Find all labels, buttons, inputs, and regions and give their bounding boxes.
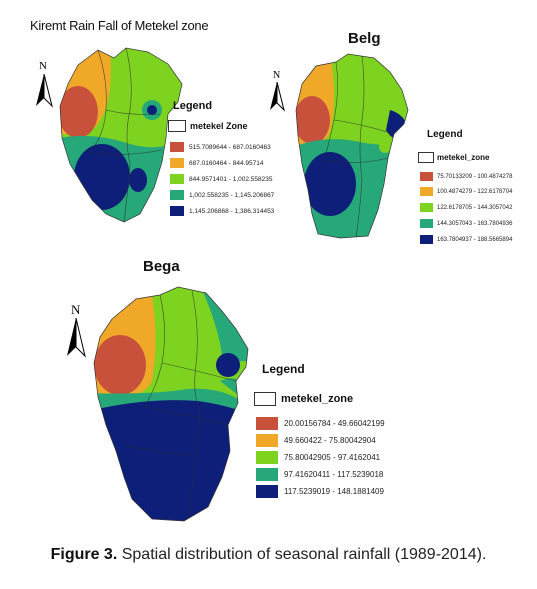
kiremt-north-label: N [39,60,47,72]
kiremt-legend-item: 844.9571401 - 1,002.558235 [170,174,273,184]
bega-map-title: Bega [143,258,180,275]
bega-legend-item: 20.00156784 - 49.66042199 [256,417,385,430]
belg-legend-item: 122.6178705 - 144.3057042 [420,203,512,212]
bega-north-label: N [71,302,81,317]
kiremt-map-title: Kiremt Rain Fall of Metekel zone [30,18,209,33]
bega-legend-item: 75.80042905 - 97.4162041 [256,451,380,464]
figure-caption-text: Spatial distribution of seasonal rainfal… [117,546,487,563]
kiremt-map [59,47,183,223]
figure-caption-label: Figure 3. [50,546,118,563]
bega-zone-label: metekel_zone [281,393,354,405]
kiremt-legend-item: 1,145.206868 - 1,386.314453 [170,206,274,216]
bega-legend-item: 49.660422 - 75.80042904 [256,434,376,447]
bega-north-arrow: N [66,302,86,358]
belg-legend-item: 144.3057043 - 163.7804936 [420,219,512,228]
belg-legend-item: 163.7804937 - 188.5665894 [420,235,512,244]
north-arrow-icon [36,74,53,108]
north-arrow-icon [67,318,86,358]
kiremt-legend-item: 1,002.558235 - 1,145.206867 [170,190,274,200]
bega-legend-item: 117.5239019 - 148.1881409 [256,485,384,498]
belg-north-label: N [273,70,281,81]
kiremt-zone-label: metekel Zone [190,121,248,131]
belg-legend-item: 100.4874279 - 122.6178704 [420,187,512,196]
kiremt-north-arrow: N [35,60,53,108]
bega-legend-item: 97.41620411 - 117.5239018 [256,468,383,481]
bega-legend-zone: metekel_zone [254,392,353,406]
belg-legend-zone: metekel_zone [418,152,489,163]
kiremt-legend-item: 515.7089644 - 687.0160463 [170,142,271,152]
bega-legend-title: Legend [262,362,305,376]
belg-map [295,53,409,239]
kiremt-legend-item: 687.0160464 - 844.95714 [170,158,263,168]
belg-legend-title: Legend [427,129,463,140]
figure-caption: Figure 3. Spatial distribution of season… [0,546,537,564]
north-arrow-icon [270,82,285,112]
belg-legend-item: 75.70133209 - 100.4874278 [420,172,512,181]
kiremt-legend-zone: metekel Zone [168,120,248,132]
belg-zone-label: metekel_zone [437,153,490,162]
bega-map [93,286,249,522]
belg-map-title: Belg [348,30,381,47]
belg-north-arrow: N [269,70,285,112]
kiremt-legend-title: Legend [173,100,213,112]
